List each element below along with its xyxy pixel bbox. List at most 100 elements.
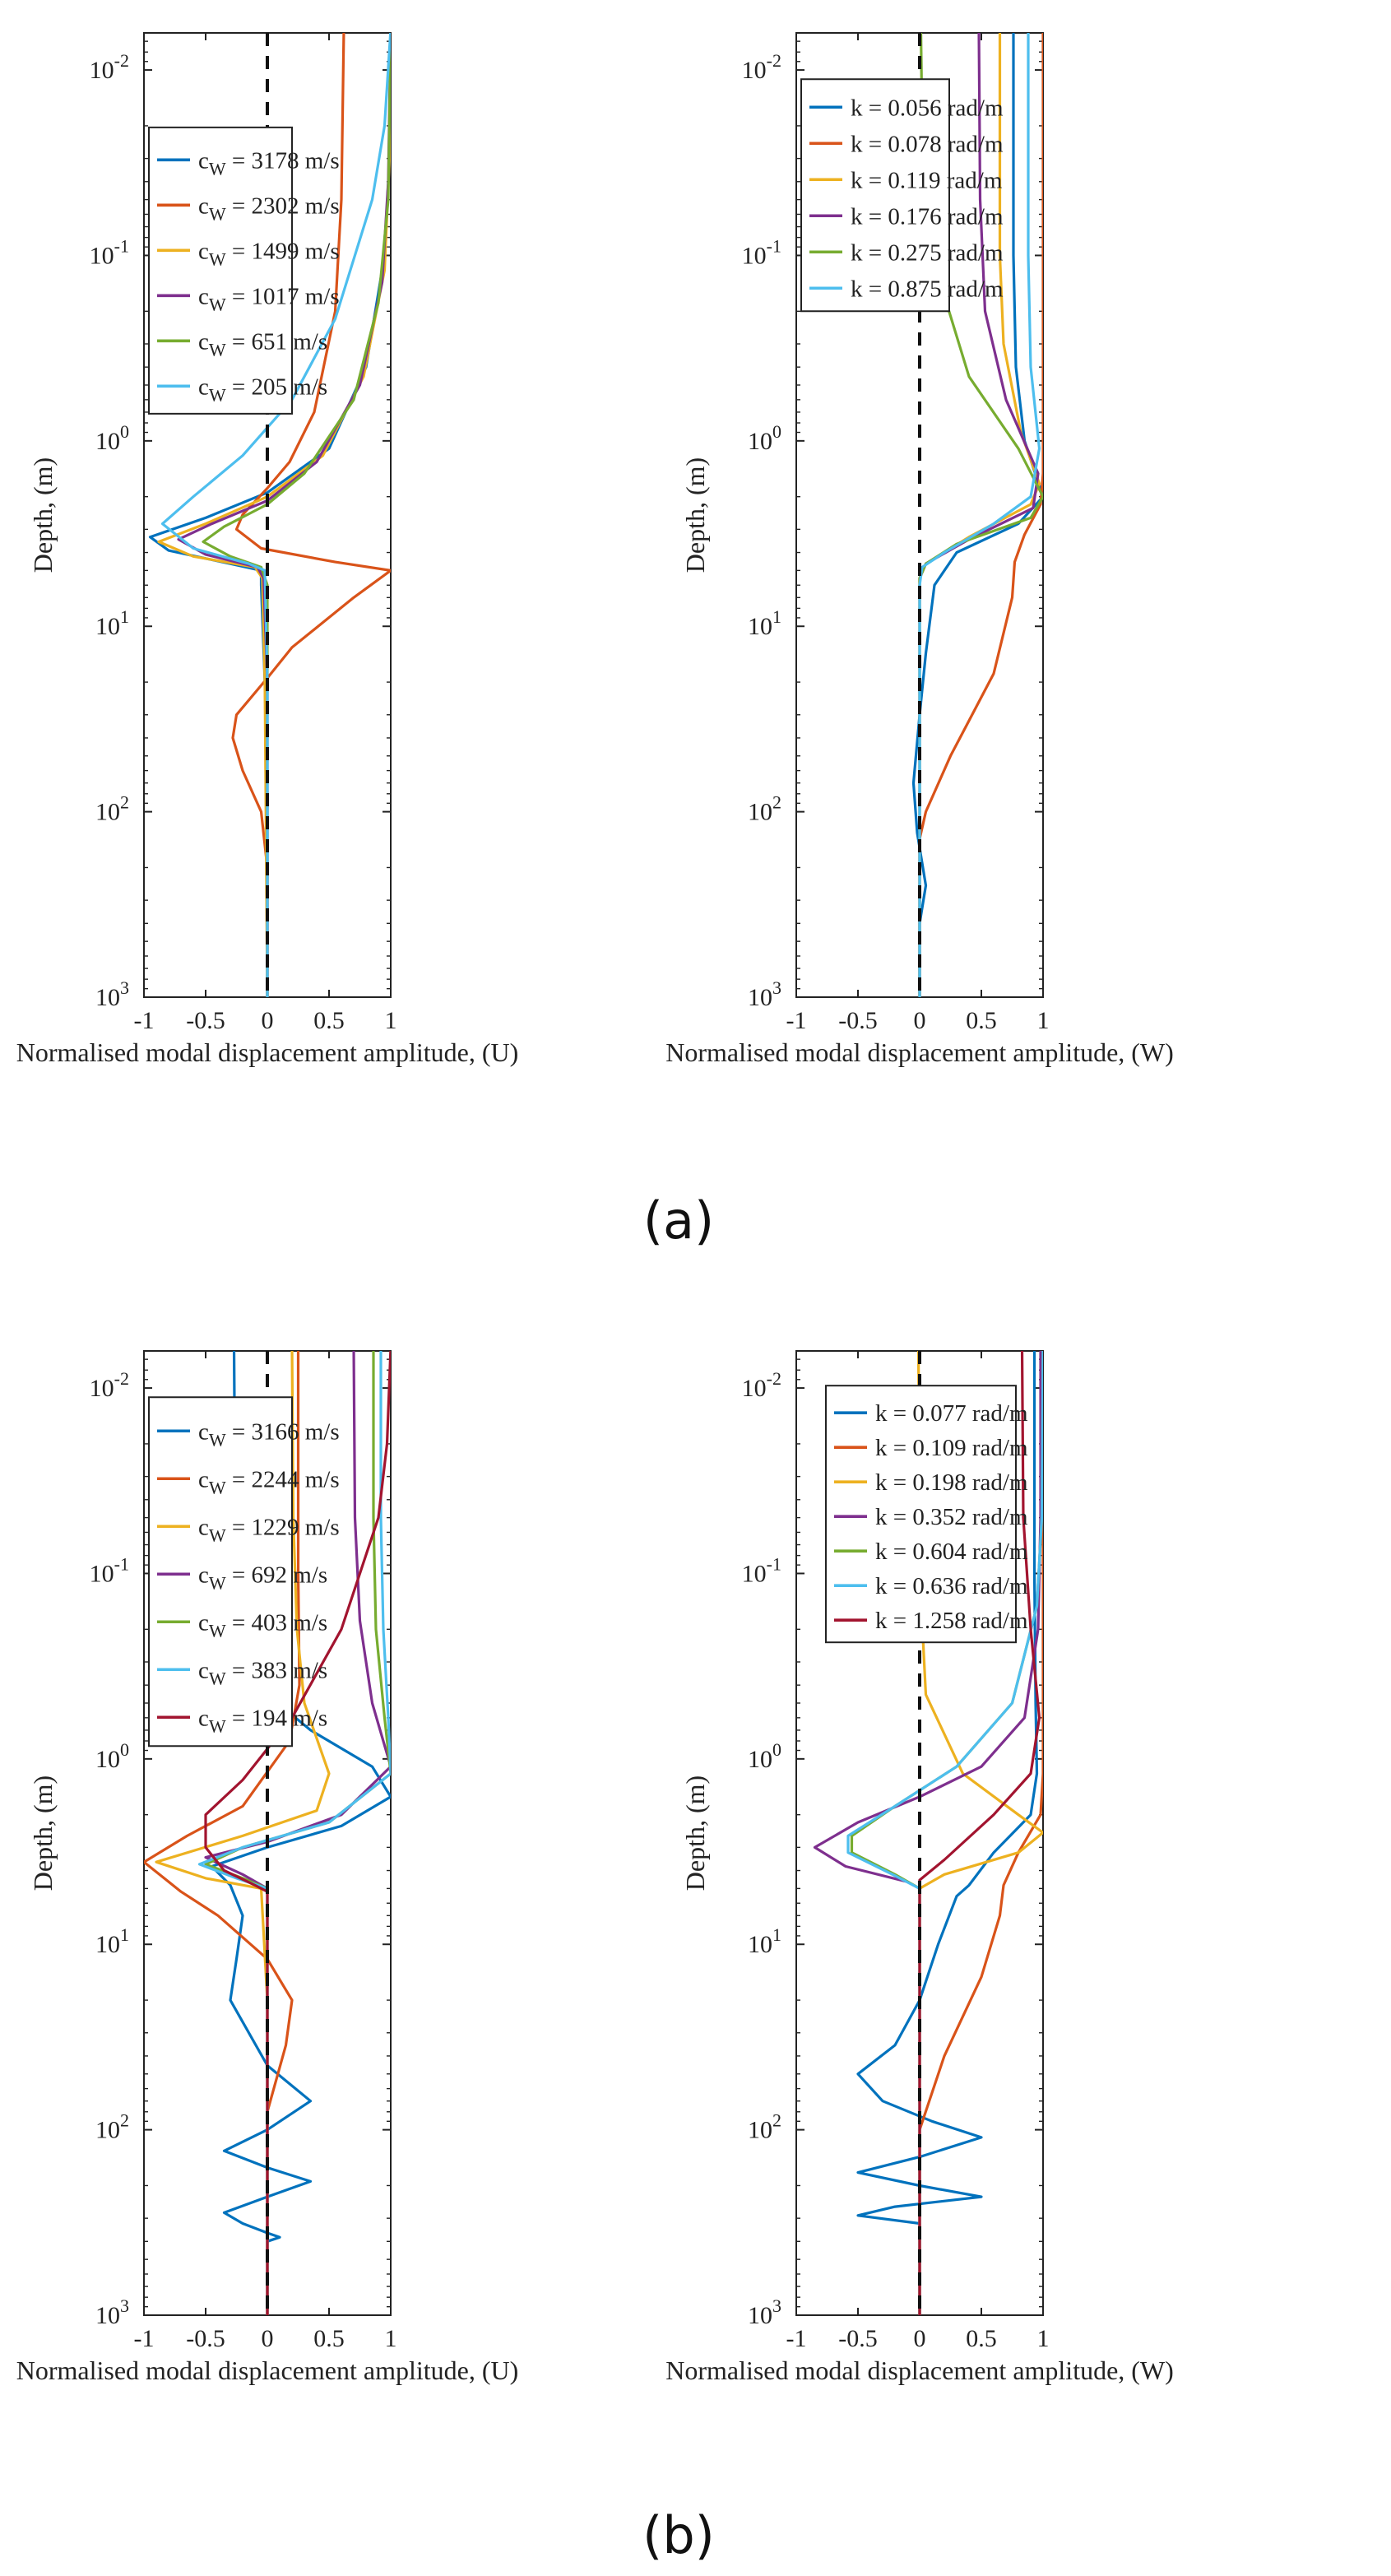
series-line-1 [911,33,1043,997]
legend-entry: k = 0.275 rad/m [851,239,1004,266]
y-tick-label: 100 [748,421,781,455]
legend-entry: cW = 383 m/s [198,1657,327,1688]
legend-box [800,78,950,313]
chart-panel-4: -1 -0.5 0 0.5 1 10-2 10-1 100 101 102 103 Normalise… [665,1350,1174,2385]
legend-box [148,126,293,415]
y-tick-label: 101 [748,1924,781,1958]
legend-entry: k = 0.077 rad/m [875,1400,1028,1427]
x-tick-label: -1 [786,2325,807,2352]
legend-box [825,1385,1017,1644]
legend-entry: k = 0.056 rad/m [851,95,1004,121]
legend-entry: k = 0.352 rad/m [875,1504,1028,1530]
series-line-2 [144,1351,301,2315]
legend-entry: k = 0.176 rad/m [851,203,1004,230]
chart-panel-3: -1 -0.5 0 0.5 1 10-2 10-1 100 101 102 103 Normalise… [16,1350,518,2385]
legend-entry: cW = 3178 m/s [198,147,340,179]
legend-entry: k = 0.119 rad/m [851,167,1003,193]
plot-area [144,1351,391,2315]
y-axis-label: Depth, (m) [28,457,58,573]
legend-entry: k = 0.198 rad/m [875,1469,1028,1496]
legend-entry: cW = 403 m/s [198,1609,327,1641]
charts-layer: -1 -0.5 0 0.5 110-210-1100101102103Normalise… [16,32,1174,2385]
y-tick-label: 101 [95,1924,129,1958]
y-tick-label: 10-1 [742,1553,781,1587]
legend-entry: cW = 651 m/s [198,328,327,360]
y-axis-label: Depth, (m) [680,457,710,573]
legend-box [148,1396,293,1748]
legend: cW = 3178 m/s cW = 2302 m/s cW = 1499 m/s c… [148,126,340,415]
x-tick-label: 0.5 [966,2325,997,2352]
y-tick-label: 100 [95,1739,129,1773]
legend-entry: k = 0.109 rad/m [875,1435,1028,1461]
x-tick-label: 0.5 [313,1007,345,1034]
y-tick-label: 103 [748,977,781,1011]
plot-area [813,1351,1043,2315]
legend-entry: k = 0.875 rad/m [851,276,1004,302]
legend-entry: cW = 1017 m/s [198,283,340,314]
x-tick-label: 0.5 [313,2325,345,2352]
x-tick-label: -0.5 [838,1007,878,1034]
panel-a-label: (a) [643,1191,714,1251]
y-tick-label: 102 [748,792,781,826]
legend: cW = 3166 m/s cW = 2244 m/s cW = 1229 m/s c… [148,1396,340,1748]
series-line-7 [204,1351,391,2315]
series-line-3 [155,1351,331,2315]
y-axis-label: Depth, (m) [28,1775,58,1891]
x-tick-label: -0.5 [838,2325,878,2352]
y-tick-label: 10-2 [90,1368,129,1402]
series-line-2 [918,1351,1043,2315]
y-tick-label: 10-1 [742,235,781,269]
x-tick-label: 1 [385,2325,397,2352]
x-tick-label: 1 [385,1007,397,1034]
legend-entry: k = 0.636 rad/m [875,1573,1028,1599]
y-tick-label: 102 [748,2110,781,2144]
y-tick-label: 10-2 [90,50,129,84]
legend-entry: cW = 2302 m/s [198,193,340,224]
series-line-2 [231,33,391,997]
y-tick-label: 103 [748,2295,781,2329]
x-tick-label: 0.5 [966,1007,997,1034]
series-line-4 [204,1351,391,2315]
y-tick-label: 100 [748,1739,781,1773]
y-tick-label: 102 [95,2110,129,2144]
legend-entry: k = 0.078 rad/m [851,131,1004,157]
series-line-6 [918,33,1041,997]
y-tick-label: 102 [95,792,129,826]
x-tick-label: 0 [914,1007,926,1034]
x-axis-label: Normalised modal displacement amplitude,… [16,1037,519,1067]
series-line-1 [856,1351,1039,2315]
legend-entry: cW = 1499 m/s [198,238,340,269]
y-tick-label: 101 [748,606,781,640]
x-tick-label: -0.5 [186,2325,225,2352]
legend-entry: cW = 2244 m/s [198,1466,340,1497]
y-tick-label: 103 [95,2295,129,2329]
x-tick-label: -1 [134,2325,155,2352]
legend-entry: cW = 692 m/s [198,1562,327,1593]
y-tick-label: 100 [95,421,129,455]
legend-entry: cW = 194 m/s [198,1705,327,1736]
series-line-7 [918,1351,1041,2315]
legend-entry: k = 1.258 rad/m [875,1608,1028,1634]
x-tick-label: -1 [134,1007,155,1034]
y-axis-label: Depth, (m) [680,1775,710,1891]
chart-panel-2: -1 -0.5 0 0.5 1 10-2 10-1 100 101 102 103 Normalise… [665,32,1174,1067]
legend-entry: k = 0.604 rad/m [875,1539,1028,1565]
panel-b-label: (b) [642,2505,715,2565]
y-tick-label: 10-2 [742,50,781,84]
x-axis-label: Normalised modal displacement amplitude,… [665,2356,1174,2385]
series-line-6 [160,33,391,997]
x-tick-label: 1 [1037,2325,1050,2352]
x-tick-label: -1 [786,1007,807,1034]
series-line-6 [846,1351,1043,2315]
chart-panel-1: -1 -0.5 0 0.5 1 10-2 10-1 100 101 102 103 Normalise… [16,32,519,1067]
legend: k = 0.077 rad/m k = 0.109 rad/m k = 0.198 … [825,1385,1028,1644]
x-tick-label: 0 [262,2325,274,2352]
x-axis-label: Normalised modal displacement amplitude,… [665,1037,1174,1067]
legend: k = 0.056 rad/m k = 0.078 rad/m k = 0.119 … [800,78,1004,313]
y-tick-label: 10-1 [90,235,129,269]
x-tick-label: 1 [1037,1007,1050,1034]
y-tick-label: 10-1 [90,1553,129,1587]
series-line-1 [210,1351,391,2315]
series-line-2 [918,33,1043,997]
